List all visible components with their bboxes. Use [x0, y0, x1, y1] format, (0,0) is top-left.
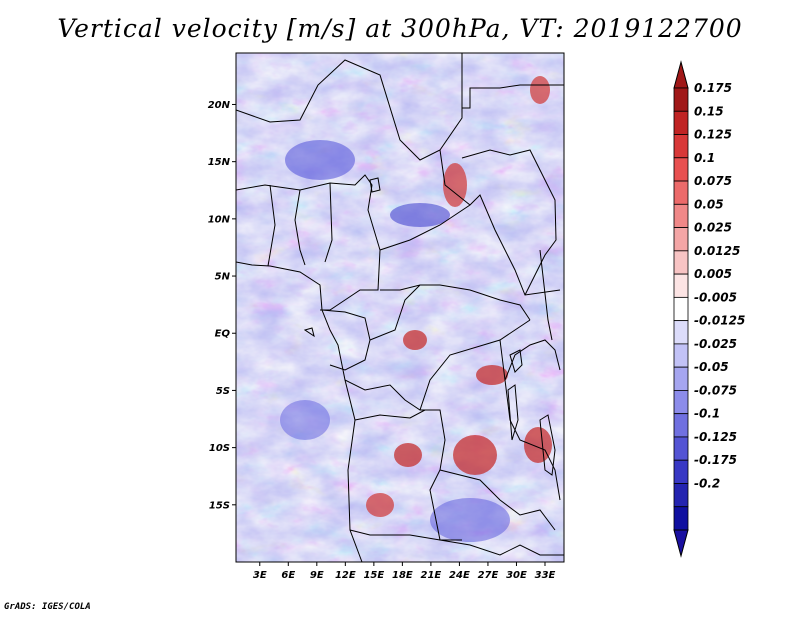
- grads-credit: GrADS: IGES/COLA: [4, 602, 91, 612]
- colorbar-label: 0.0125: [694, 244, 740, 258]
- colorbar-segment: [673, 320, 689, 345]
- lon-label: 27E: [478, 570, 499, 581]
- colorbar-segment: [673, 227, 689, 252]
- colorbar-segment: [673, 366, 689, 391]
- country-borders: [236, 53, 564, 562]
- lat-label: 5N: [215, 272, 231, 283]
- colorbar-label: -0.1: [694, 407, 720, 421]
- colorbar-segment: [673, 390, 689, 415]
- colorbar-segment: [673, 413, 689, 438]
- colorbar-segment: [673, 250, 689, 275]
- colorbar-segment: [673, 483, 689, 508]
- lon-label: 24E: [449, 570, 470, 581]
- lon-label: 30E: [506, 570, 527, 581]
- colorbar-segment: [673, 273, 689, 298]
- colorbar-label: -0.075: [694, 383, 737, 397]
- colorbar-segment: [673, 506, 689, 531]
- lat-label: 5S: [216, 386, 230, 397]
- colorbar-top-arrow: [673, 60, 689, 89]
- lon-label: 6E: [281, 570, 295, 581]
- colorbar-label: -0.0125: [694, 314, 745, 328]
- colorbar-label: 0.1: [694, 151, 715, 165]
- colorbar-segment: [673, 436, 689, 461]
- map-title: Vertical velocity [m/s] at 300hPa, VT: 2…: [57, 14, 743, 43]
- lon-label: 33E: [535, 570, 556, 581]
- lakes: [303, 177, 556, 476]
- colorbar-segment: [673, 180, 689, 205]
- lon-label: 15E: [363, 570, 384, 581]
- lat-label: 15N: [208, 157, 231, 168]
- vertical-velocity-field: [236, 53, 564, 562]
- colorbar-label: -0.175: [694, 453, 737, 467]
- strong-descent-patches: [280, 140, 510, 542]
- latitude-axis: 20N 15N 10N 5N EQ 5S 10S 15S: [208, 100, 236, 511]
- lon-label: 12E: [335, 570, 356, 581]
- colorbar-segment: [673, 296, 689, 322]
- map-frame: [235, 52, 565, 563]
- colorbar-segment: [673, 134, 689, 159]
- lat-label: EQ: [215, 329, 231, 340]
- colorbar-label: 0.075: [694, 174, 732, 188]
- colorbar-label: -0.025: [694, 337, 737, 351]
- lon-label: 3E: [253, 570, 267, 581]
- colorbar-segment: [673, 157, 689, 182]
- lon-label: 21E: [421, 570, 442, 581]
- colorbar-label: 0.125: [694, 128, 732, 142]
- strong-ascent-patches: [366, 76, 552, 517]
- colorbar-label: -0.125: [694, 430, 737, 444]
- colorbar-label: 0.005: [694, 267, 732, 281]
- colorbar-segment: [673, 87, 689, 112]
- longitude-axis: 3E 6E 9E 12E 15E 18E 21E 24E 27E 30E 33E: [253, 562, 556, 581]
- colorbar-bottom-arrow: [673, 529, 689, 558]
- colorbar-label: -0.2: [694, 476, 720, 490]
- lon-label: 18E: [392, 570, 413, 581]
- lat-label: 20N: [208, 100, 231, 111]
- colorbar-label: -0.005: [694, 290, 737, 304]
- lat-label: 10S: [209, 443, 230, 454]
- colorbar-segment: [673, 459, 689, 484]
- colorbar-label: 0.15: [694, 104, 724, 118]
- colorbar-segment: [673, 203, 689, 228]
- lat-label: 15S: [209, 500, 230, 511]
- colorbar-label: 0.175: [694, 81, 732, 95]
- colorbar: 0.175 0.15 0.125 0.1 0.075 0.05 0.025 0.0125 0.0…: [673, 60, 745, 558]
- colorbar-segment: [673, 110, 689, 135]
- lon-label: 9E: [310, 570, 324, 581]
- colorbar-segment: [673, 343, 689, 368]
- lat-label: 10N: [208, 214, 231, 225]
- colorbar-label: -0.05: [694, 360, 729, 374]
- colorbar-label: 0.025: [694, 221, 732, 235]
- colorbar-label: 0.05: [694, 197, 724, 211]
